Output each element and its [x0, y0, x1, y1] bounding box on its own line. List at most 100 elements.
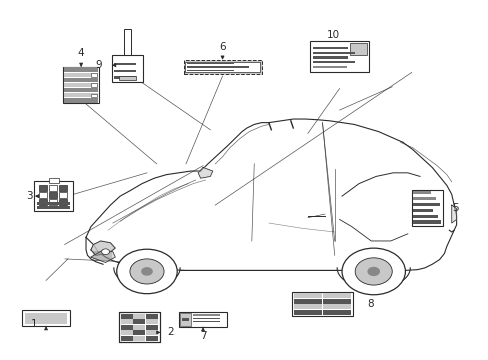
Bar [59, 192, 66, 198]
Bar [186, 63, 233, 64]
Text: 2: 2 [167, 327, 173, 337]
Bar [114, 63, 136, 66]
Bar [133, 325, 145, 330]
Bar [49, 179, 59, 183]
Bar [145, 319, 158, 324]
Bar [310, 41, 368, 72]
Bar [59, 185, 66, 191]
Bar [133, 330, 145, 335]
Bar [123, 30, 131, 63]
Bar [121, 336, 133, 341]
Bar [293, 304, 307, 309]
Bar [133, 336, 145, 341]
Bar [307, 304, 322, 309]
Bar [312, 47, 347, 49]
Bar [181, 318, 188, 321]
Bar [178, 312, 227, 327]
Bar [119, 312, 160, 342]
Bar [64, 78, 98, 82]
Bar [322, 293, 336, 298]
Bar [312, 57, 347, 59]
Bar [133, 319, 145, 324]
Bar [413, 191, 430, 194]
Bar [64, 67, 98, 72]
Circle shape [117, 249, 177, 294]
Bar [119, 312, 160, 342]
Bar [291, 292, 352, 316]
Bar [114, 76, 136, 79]
Bar [312, 66, 346, 68]
Bar [37, 202, 70, 205]
Polygon shape [91, 241, 115, 255]
Bar [307, 298, 322, 304]
Bar [307, 310, 322, 315]
Polygon shape [451, 205, 456, 223]
Bar [59, 199, 66, 204]
Bar [37, 206, 70, 209]
Bar [49, 199, 57, 204]
Bar [336, 293, 350, 298]
Bar [145, 330, 158, 335]
Circle shape [141, 267, 153, 276]
Polygon shape [91, 250, 115, 262]
Bar [121, 330, 133, 335]
Bar [413, 209, 432, 212]
Bar [186, 66, 249, 68]
Bar [119, 76, 136, 81]
Bar [39, 199, 47, 204]
Bar [49, 192, 57, 198]
Bar [121, 319, 133, 324]
Bar [336, 298, 350, 304]
Bar [64, 93, 98, 98]
Bar [64, 98, 98, 103]
Bar [64, 88, 98, 92]
Bar [64, 72, 98, 77]
Bar [336, 310, 350, 315]
Bar [293, 298, 307, 304]
Bar [24, 312, 67, 324]
Bar [413, 215, 437, 217]
Bar [121, 314, 133, 319]
Text: 8: 8 [366, 299, 373, 309]
Circle shape [130, 259, 163, 284]
FancyBboxPatch shape [183, 60, 261, 74]
Bar [39, 185, 47, 191]
Bar [312, 52, 354, 54]
Text: 9: 9 [95, 60, 102, 70]
Bar [193, 315, 220, 316]
Bar [145, 336, 158, 341]
Bar [49, 185, 57, 191]
Bar [322, 298, 336, 304]
Polygon shape [198, 167, 212, 178]
Text: 7: 7 [199, 331, 206, 341]
Bar [133, 314, 145, 319]
Circle shape [102, 249, 109, 255]
Bar [322, 310, 336, 315]
Bar [121, 325, 133, 330]
Text: 5: 5 [451, 203, 458, 213]
Bar [64, 83, 98, 87]
Circle shape [341, 248, 405, 295]
Bar [90, 84, 96, 87]
Bar [63, 67, 99, 103]
Text: 10: 10 [326, 30, 340, 40]
Bar [90, 94, 96, 97]
Bar [186, 70, 233, 71]
Bar [39, 192, 47, 198]
Text: 4: 4 [78, 48, 84, 58]
Text: 3: 3 [25, 191, 32, 201]
Bar [114, 69, 136, 72]
Bar [193, 318, 220, 319]
Bar [21, 310, 70, 326]
Bar [145, 314, 158, 319]
Bar [180, 314, 190, 326]
Bar [411, 190, 442, 226]
Bar [193, 321, 220, 322]
Bar [312, 61, 354, 63]
Bar [413, 197, 435, 199]
Bar [413, 220, 440, 224]
Text: 6: 6 [219, 42, 225, 52]
Circle shape [366, 267, 379, 276]
Bar [293, 293, 307, 298]
Bar [90, 73, 96, 77]
